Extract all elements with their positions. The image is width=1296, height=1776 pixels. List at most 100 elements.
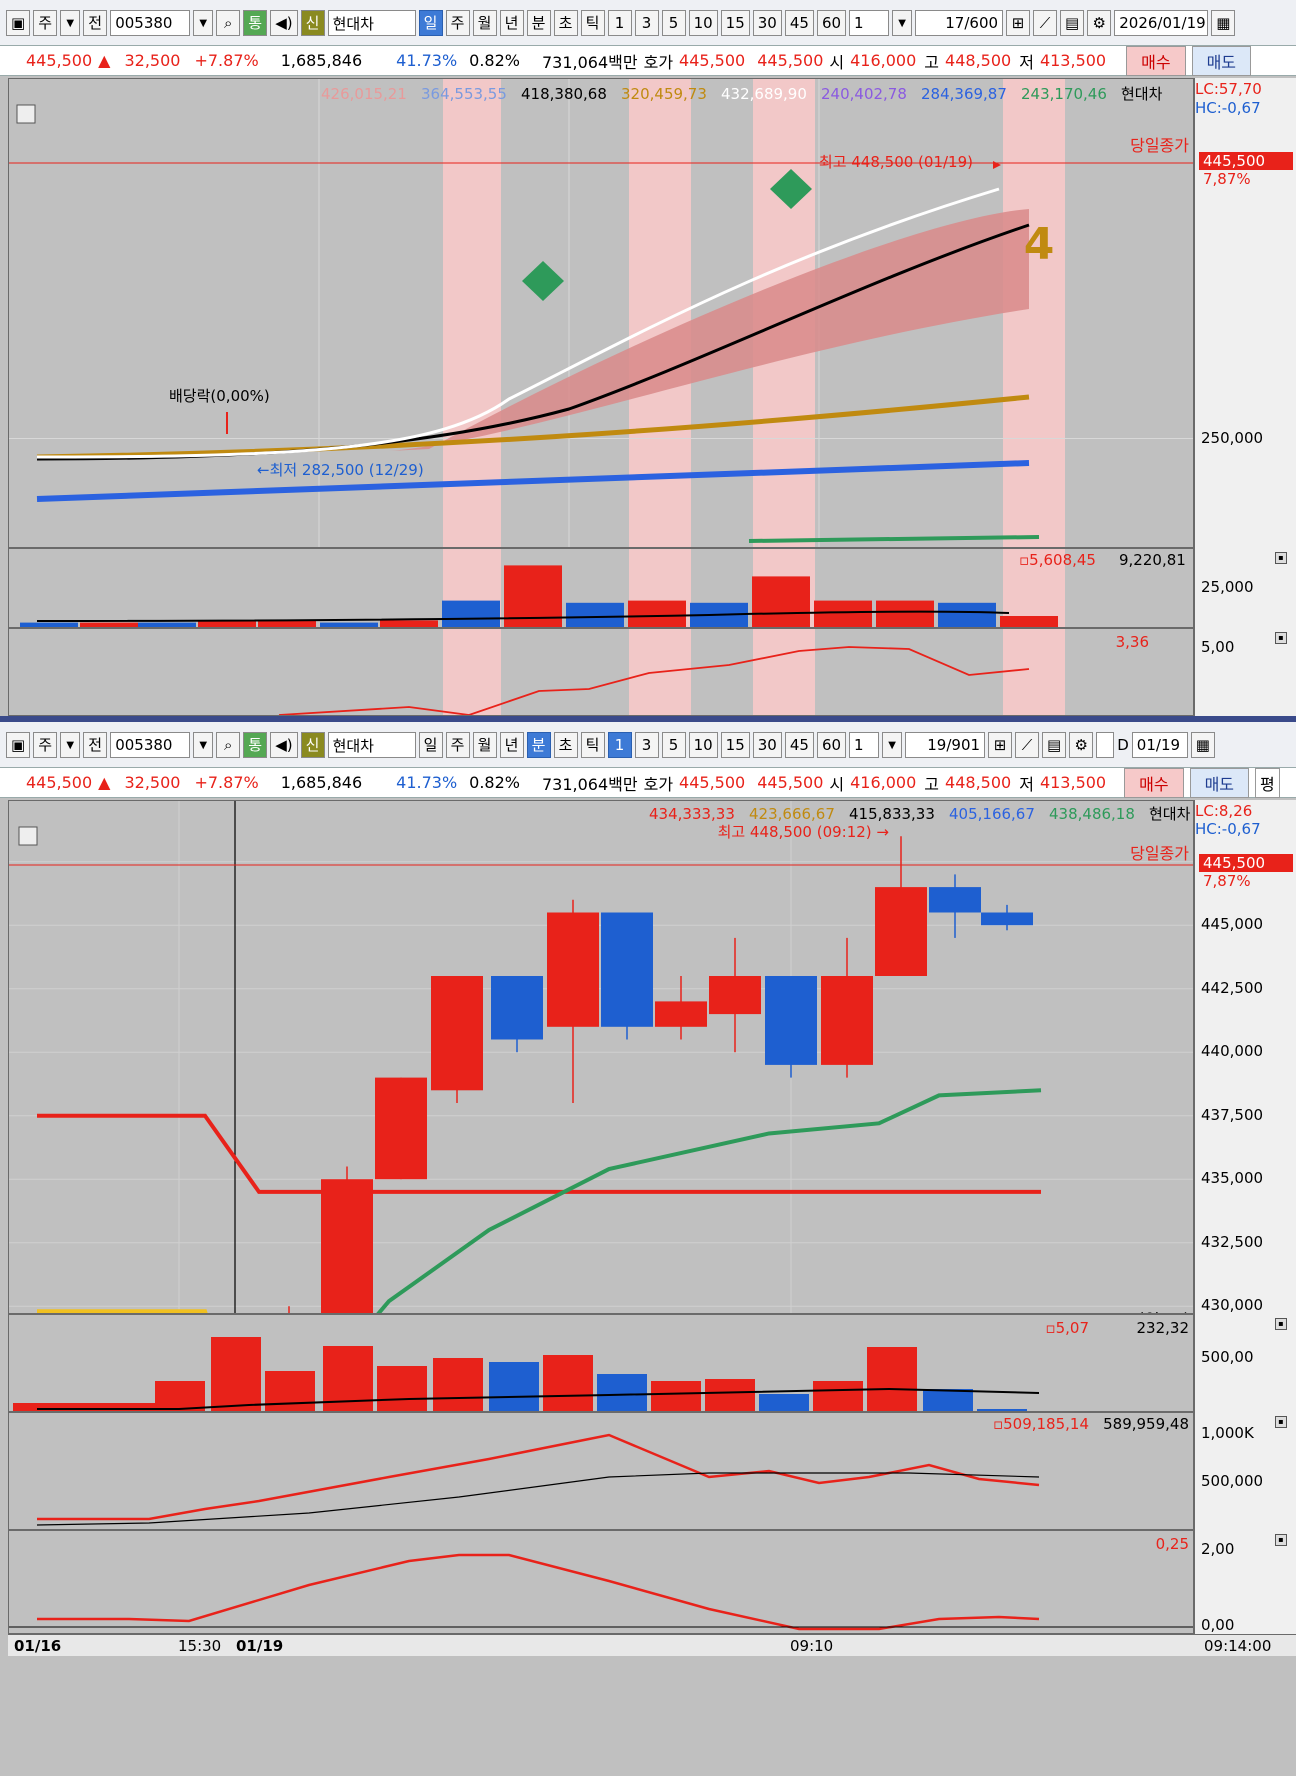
count-field[interactable]: 1	[849, 732, 880, 758]
calendar-icon[interactable]: ▦	[1190, 732, 1215, 758]
volume-bar	[489, 1362, 539, 1411]
period-week[interactable]: 주	[445, 10, 470, 36]
sell-button[interactable]: 매도	[1191, 45, 1252, 76]
save-icon[interactable]: ▤	[1042, 732, 1067, 758]
period-tick[interactable]: 틱	[580, 10, 605, 36]
panel-divider[interactable]	[0, 716, 1296, 722]
daily-indicator-chart[interactable]: 3,36	[8, 628, 1194, 716]
d-checkbox[interactable]	[1096, 732, 1115, 758]
date-field[interactable]: 01/19	[1131, 732, 1188, 758]
average-button[interactable]: 평	[1255, 767, 1280, 798]
interval-15[interactable]: 15	[720, 10, 750, 36]
daily-quote-bar: 445,500 ▲ 32,500 +7.87% 1,685,846 41.73%…	[0, 45, 1296, 76]
interval-45[interactable]: 45	[784, 732, 814, 758]
chevron-down-icon[interactable]: ▼	[882, 732, 903, 758]
period-year[interactable]: 년	[499, 732, 524, 758]
search-icon[interactable]: ⌕	[216, 10, 241, 36]
save-icon[interactable]: ▤	[1060, 10, 1085, 36]
period-second[interactable]: 초	[553, 10, 578, 36]
legend-item: 434,333,33	[649, 805, 735, 823]
stock-code-input[interactable]: 005380	[110, 10, 191, 36]
stock-code-input[interactable]: 005380	[110, 732, 191, 758]
period-second[interactable]: 초	[553, 732, 578, 758]
market-select[interactable]: 주	[33, 10, 58, 36]
gear-icon[interactable]: ⚙	[1069, 732, 1094, 758]
sin-button[interactable]: 신	[300, 10, 325, 36]
period-day[interactable]: 일	[418, 732, 443, 758]
daily-volume-chart[interactable]: ▫5,608,45 9,220,81	[8, 548, 1194, 628]
period-month[interactable]: 월	[472, 10, 497, 36]
interval-30[interactable]: 30	[752, 732, 782, 758]
time-label: 01/16	[14, 1637, 62, 1655]
stock-name-field[interactable]: 현대차	[327, 10, 416, 36]
interval-30[interactable]: 30	[752, 10, 782, 36]
buy-button[interactable]: 매수	[1124, 767, 1184, 798]
minute-volume-chart[interactable]: ▫5,07 232,32	[8, 1314, 1194, 1412]
interval-3[interactable]: 3	[634, 732, 659, 758]
interval-1[interactable]: 1	[607, 732, 632, 758]
close-price-label: 당일종가	[1130, 844, 1189, 863]
window-icon[interactable]: ▣	[6, 732, 31, 758]
search-icon[interactable]: ⌕	[216, 732, 241, 758]
daily-price-axis: LC:57,70 HC:-0,67 450,000425,000400,0003…	[1194, 78, 1296, 548]
range-field[interactable]: 19/901	[905, 732, 986, 758]
interval-45[interactable]: 45	[784, 10, 814, 36]
range-field[interactable]: 17/600	[915, 10, 1004, 36]
interval-10[interactable]: 10	[688, 732, 718, 758]
sin-button[interactable]: 신	[300, 732, 325, 758]
close-icon[interactable]: ▪	[1275, 1318, 1287, 1330]
date-field[interactable]: 2026/01/19	[1114, 10, 1209, 36]
chevron-down-icon[interactable]: ▼	[60, 10, 81, 36]
interval-5[interactable]: 5	[661, 10, 686, 36]
minute-price-chart[interactable]: 당일종가전일고가전일종가←최저 411,500 (15:17)최고 448,50…	[8, 800, 1194, 1314]
market-select[interactable]: 주	[33, 732, 58, 758]
candle-body	[929, 887, 981, 913]
daily-price-chart[interactable]: 당일종가 4 최고 448,500 (01/19) 배당락(0,00%) ←최저 282…	[8, 78, 1194, 548]
stock-name-field[interactable]: 현대차	[327, 732, 416, 758]
period-month[interactable]: 월	[472, 732, 497, 758]
close-icon[interactable]: ▪	[1275, 1416, 1287, 1428]
speaker-icon[interactable]: ◀)	[270, 10, 298, 36]
interval-5[interactable]: 5	[661, 732, 686, 758]
close-icon[interactable]: ▪	[1275, 632, 1287, 644]
period-minute[interactable]: 분	[526, 10, 551, 36]
legend-item: 426,015,21	[321, 85, 407, 103]
interval-1[interactable]: 1	[607, 10, 632, 36]
tong-button[interactable]: 통	[243, 10, 268, 36]
interval-60[interactable]: 60	[816, 732, 847, 758]
candle-body	[601, 912, 653, 1027]
period-day[interactable]: 일	[418, 10, 443, 36]
buy-button[interactable]: 매수	[1126, 45, 1186, 76]
chevron-down-icon[interactable]: ▼	[892, 10, 913, 36]
speaker-icon[interactable]: ◀)	[270, 732, 298, 758]
chevron-down-icon[interactable]: ▼	[193, 10, 214, 36]
calendar-icon[interactable]: ▦	[1211, 10, 1236, 36]
close-icon[interactable]: ▪	[1275, 552, 1287, 564]
period-minute[interactable]: 분	[526, 732, 551, 758]
period-tick[interactable]: 틱	[580, 732, 605, 758]
minute-toolbar: ▣ 주 ▼ 전 005380 ▼ ⌕ 통 ◀) 신 현대차 일 주 월 년 분 …	[0, 722, 1296, 768]
period-week[interactable]: 주	[445, 732, 470, 758]
window-icon[interactable]: ▣	[6, 10, 31, 36]
high-label: 고	[924, 774, 940, 794]
chevron-down-icon[interactable]: ▼	[60, 732, 81, 758]
period-year[interactable]: 년	[499, 10, 524, 36]
line-tool-icon[interactable]: ⟋	[1015, 732, 1040, 758]
interval-15[interactable]: 15	[720, 732, 750, 758]
chevron-down-icon[interactable]: ▼	[193, 732, 214, 758]
candle-settings-icon[interactable]: ⊞	[988, 732, 1013, 758]
candle-settings-icon[interactable]: ⊞	[1006, 10, 1031, 36]
prev-button[interactable]: 전	[83, 732, 108, 758]
close-icon[interactable]: ▪	[1275, 1534, 1287, 1546]
interval-60[interactable]: 60	[816, 10, 847, 36]
minute-indicator-chart[interactable]: 0,25	[8, 1530, 1194, 1634]
interval-10[interactable]: 10	[688, 10, 718, 36]
line-tool-icon[interactable]: ⟋	[1033, 10, 1058, 36]
minute-obv-chart[interactable]: ▫509,185,14 589,959,48	[8, 1412, 1194, 1530]
prev-button[interactable]: 전	[83, 10, 108, 36]
count-field[interactable]: 1	[849, 10, 890, 36]
tong-button[interactable]: 통	[243, 732, 268, 758]
interval-3[interactable]: 3	[634, 10, 659, 36]
sell-button[interactable]: 매도	[1189, 767, 1250, 798]
gear-icon[interactable]: ⚙	[1087, 10, 1112, 36]
